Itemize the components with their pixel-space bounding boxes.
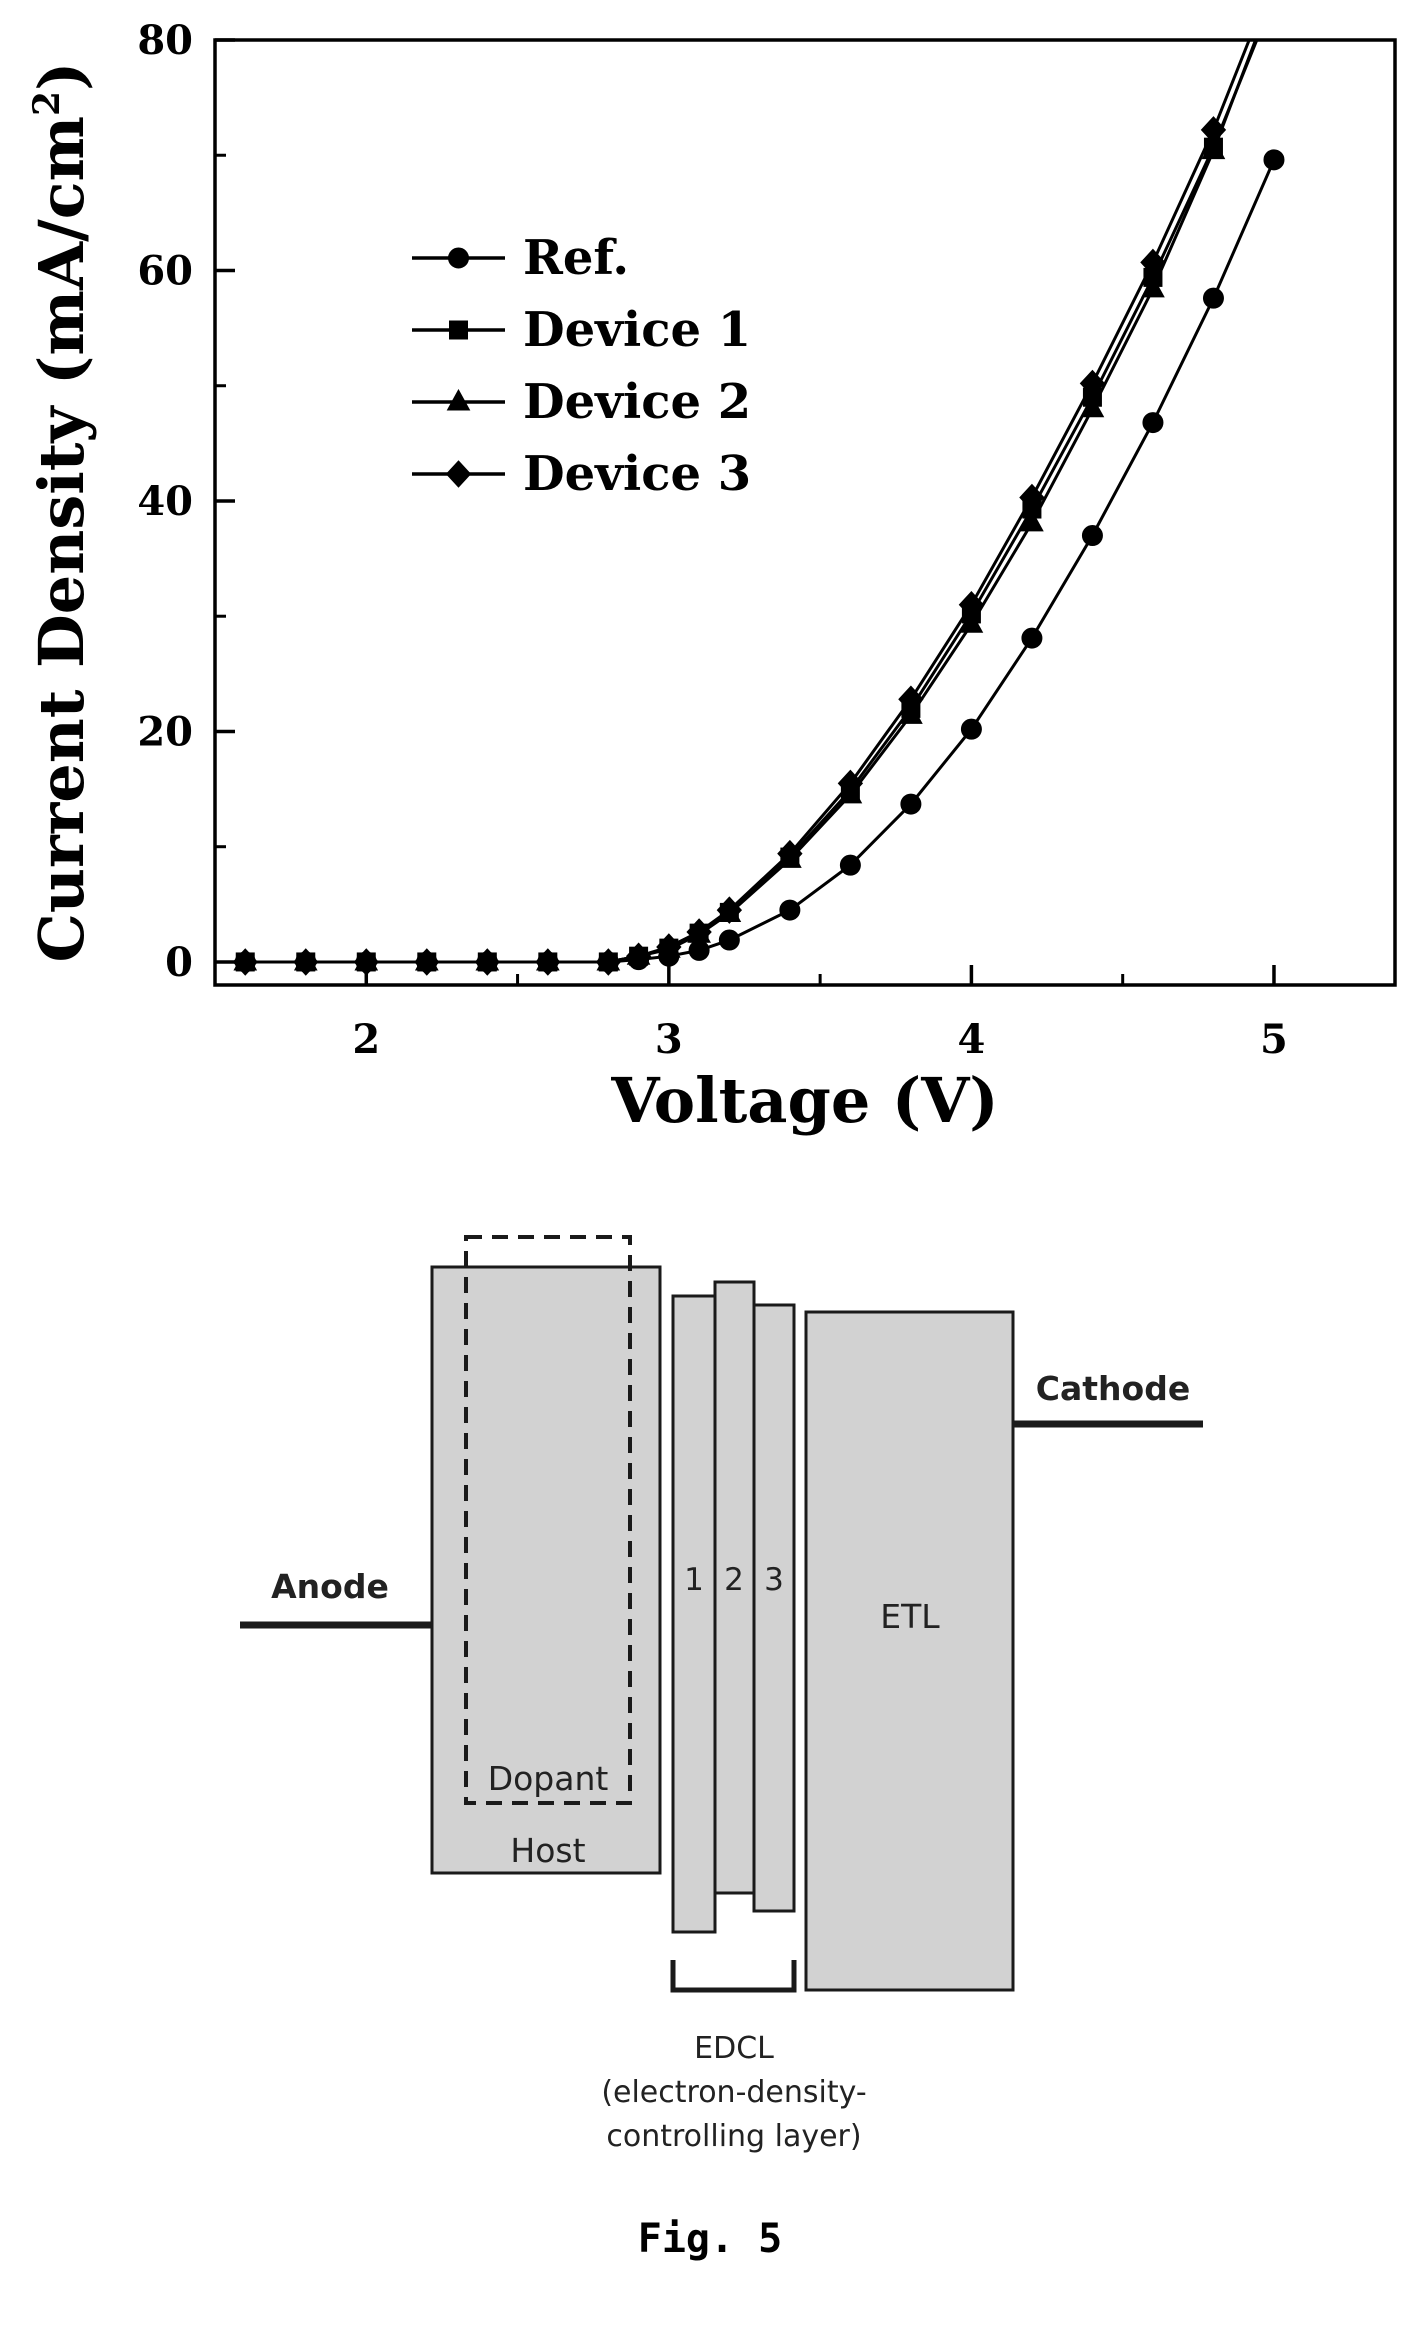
series-line [245, 40, 1251, 964]
data-point-diamond [595, 948, 622, 976]
data-point-diamond [232, 948, 258, 976]
data-point-circle [839, 854, 861, 876]
data-point-triangle [1201, 137, 1226, 160]
y-axis-label-close: ) [25, 62, 98, 91]
cathode-label: Cathode [1036, 1369, 1190, 1408]
data-point-triangle [899, 702, 923, 724]
legend-entry: Device 1 [412, 302, 751, 358]
legend-marker-triangle [446, 388, 471, 411]
data-point-circle [1202, 287, 1224, 309]
edcl-layer-2-label: 2 [724, 1562, 744, 1598]
x-tick-label: 2 [352, 1016, 380, 1063]
edcl-label-line1: EDCL [694, 2031, 774, 2066]
y-axis-label-sup: 2 [26, 91, 68, 116]
dopant-layer [464, 1235, 632, 1805]
data-point-triangle [959, 611, 984, 633]
figure-caption: Fig. 5 [638, 2216, 783, 2262]
anode-label: Anode [271, 1567, 389, 1606]
host-layer [430, 1265, 662, 1875]
y-tick-label: 60 [137, 247, 193, 294]
y-axis-label-main: Current Density (mA/cm [25, 116, 98, 963]
legend-entry: Device 2 [412, 374, 751, 430]
data-point-triangle [1020, 509, 1044, 532]
edcl-label-line3: controlling layer) [606, 2119, 861, 2154]
data-point-circle [718, 929, 740, 951]
data-point-diamond [474, 948, 500, 976]
y-axis-label: Current Density (mA/cm2) [25, 62, 98, 963]
y-tick-label: 0 [165, 939, 193, 986]
series-device-1 [235, 40, 1259, 972]
data-point-diamond [898, 685, 924, 713]
x-tick-label: 3 [655, 1016, 683, 1063]
y-tick-label: 40 [137, 478, 193, 525]
data-point-diamond [1200, 116, 1227, 144]
legend-label: Ref. [523, 230, 629, 286]
y-tick-label: 20 [137, 708, 193, 755]
data-point-diamond [716, 896, 743, 924]
data-point-diamond [656, 933, 682, 961]
y-tick-label: 80 [137, 17, 193, 64]
edcl-label-line2: (electron-density- [601, 2075, 866, 2110]
legend-entry: Device 3 [412, 446, 751, 502]
data-point-triangle [1141, 275, 1165, 298]
data-point-diamond [1079, 369, 1106, 398]
legend-marker-circle [448, 247, 469, 269]
axis-ticks [213, 38, 1276, 985]
legend-marker-diamond [445, 460, 472, 488]
jv-chart: 2 3 4 5 0 20 40 60 80 Voltage (V) Current Densit… [25, 17, 1397, 1137]
data-point-diamond [293, 948, 319, 976]
data-point-diamond [535, 948, 561, 976]
edcl-bracket [670, 1960, 797, 1993]
data-point-diamond [686, 918, 712, 946]
legend-label: Device 1 [523, 302, 751, 358]
series-line [245, 159, 1276, 964]
legend-entry: Ref. [412, 230, 629, 286]
data-point-diamond [1140, 248, 1166, 277]
data-point-diamond [958, 590, 985, 619]
legend-label: Device 3 [523, 446, 751, 502]
x-axis-label: Voltage (V) [610, 1064, 998, 1137]
legend: Ref. Device 1 Device 2 Device 3 [412, 230, 751, 502]
etl-label: ETL [880, 1597, 940, 1636]
series-device-3 [232, 40, 1251, 976]
axis-tick-labels: 2 3 4 5 0 20 40 60 80 [137, 17, 1288, 1063]
data-point-diamond [625, 942, 652, 970]
edcl-layer-3-label: 3 [764, 1562, 784, 1598]
x-tick-label: 4 [957, 1016, 985, 1063]
data-point-circle [779, 899, 801, 921]
edcl-layer-2 [713, 1280, 756, 1895]
dopant-label: Dopant [488, 1759, 609, 1798]
etl-layer [804, 1310, 1015, 1992]
energy-level-diagram: Anode Dopant Host 1 2 3 ETL Cathode EDCL… [240, 1235, 1203, 2154]
data-point-diamond [414, 948, 440, 976]
data-point-circle [900, 793, 922, 815]
host-label: Host [510, 1831, 585, 1870]
data-point-circle [1263, 149, 1285, 171]
x-tick-label: 5 [1260, 1016, 1288, 1063]
data-point-circle [1142, 412, 1164, 434]
data-point-circle [1021, 627, 1043, 649]
data-point-circle [1081, 525, 1103, 547]
data-point-circle [960, 718, 982, 740]
data-point-diamond [353, 948, 379, 976]
data-point-diamond [837, 769, 864, 798]
edcl-layer-1 [671, 1294, 717, 1934]
data-point-triangle [1080, 395, 1105, 418]
edcl-layer-1-label: 1 [684, 1562, 704, 1598]
series-layer [232, 40, 1285, 976]
plot-frame [213, 38, 1397, 987]
series-line [245, 40, 1258, 964]
series-ref [234, 149, 1285, 973]
data-point-diamond [1019, 483, 1045, 512]
legend-marker-square [449, 320, 468, 340]
edcl-layer-3 [752, 1303, 796, 1913]
series-line [245, 40, 1259, 964]
legend-label: Device 2 [523, 374, 751, 430]
data-point-diamond [777, 839, 803, 868]
